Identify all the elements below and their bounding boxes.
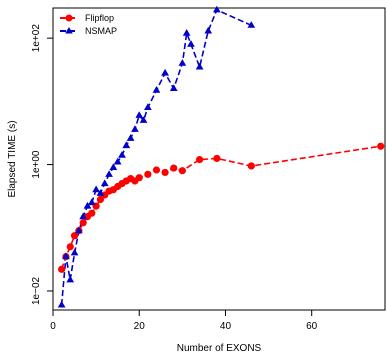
data-point-flipflop [88, 209, 96, 217]
data-point-nsmap [122, 141, 131, 149]
data-point-flipflop [170, 164, 178, 172]
data-point-nsmap [144, 103, 152, 110]
data-point-nsmap [195, 62, 204, 70]
x-tick-label: 20 [134, 321, 146, 332]
legend-flipflop-marker [65, 14, 73, 22]
data-point-nsmap [96, 189, 105, 196]
data-point-flipflop [195, 155, 204, 164]
data-point-nsmap [92, 185, 100, 193]
series-line-flipflop [60, 145, 381, 270]
y-axis: 1e−02 1e+00 1e+02 [31, 24, 53, 305]
data-point-nsmap [131, 125, 139, 132]
x-tick-label: 60 [306, 321, 318, 332]
data-point-nsmap [204, 26, 213, 34]
data-point-flipflop [161, 168, 169, 177]
data-point-nsmap [113, 157, 122, 165]
data-point-flipflop [135, 174, 143, 182]
y-tick-label: 1e+02 [31, 24, 42, 53]
data-point-nsmap [57, 300, 66, 308]
data-point-nsmap [66, 275, 75, 283]
data-point-nsmap [139, 116, 148, 123]
data-point-nsmap [79, 212, 87, 220]
data-point-flipflop [96, 195, 105, 204]
data-point-flipflop [178, 167, 186, 175]
data-point-flipflop [377, 142, 385, 150]
data-point-nsmap [187, 40, 195, 47]
data-point-nsmap [169, 84, 178, 91]
data-point-flipflop [213, 154, 221, 163]
data-point-flipflop [247, 162, 255, 170]
series-line-nsmap [60, 8, 252, 306]
legend: Flipflop NSMAP [60, 13, 117, 36]
x-tick-label: 0 [50, 321, 56, 332]
data-point-nsmap [87, 198, 96, 206]
legend-nsmap-marker [65, 27, 73, 34]
data-point-nsmap [70, 248, 79, 256]
data-point-nsmap [83, 201, 92, 209]
data-point-nsmap [182, 29, 191, 36]
data-point-flipflop [152, 166, 161, 174]
y-axis-label: Elapsed TIME (s) [7, 120, 18, 197]
y-tick-label: 1e−02 [31, 276, 42, 305]
data-point-nsmap [161, 68, 169, 76]
data-point-flipflop [79, 219, 87, 227]
data-point-nsmap [105, 170, 113, 177]
data-point-nsmap [247, 21, 256, 28]
y-tick-label: 1e+00 [31, 150, 42, 179]
data-point-nsmap [213, 5, 221, 13]
data-point-nsmap [100, 179, 109, 187]
data-point-flipflop [66, 243, 74, 251]
data-point-nsmap [75, 226, 83, 234]
data-point-nsmap [135, 111, 144, 118]
data-point-flipflop [58, 265, 66, 273]
data-point-nsmap [109, 163, 118, 170]
x-axis-label: Number of EXONS [177, 343, 262, 354]
data-point-flipflop [144, 170, 152, 178]
legend-nsmap-label: NSMAP [85, 26, 117, 36]
legend-flipflop-label: Flipflop [85, 13, 114, 23]
x-axis: 0 20 40 60 [50, 310, 318, 332]
data-point-flipflop [70, 232, 79, 240]
data-point-nsmap [118, 151, 126, 158]
data-point-nsmap [152, 86, 161, 93]
x-tick-label: 40 [220, 321, 232, 332]
data-point-nsmap [178, 59, 187, 66]
data-point-nsmap [62, 252, 70, 260]
data-point-nsmap [126, 134, 135, 141]
plot-frame [52, 7, 386, 311]
series-layer [57, 5, 385, 308]
